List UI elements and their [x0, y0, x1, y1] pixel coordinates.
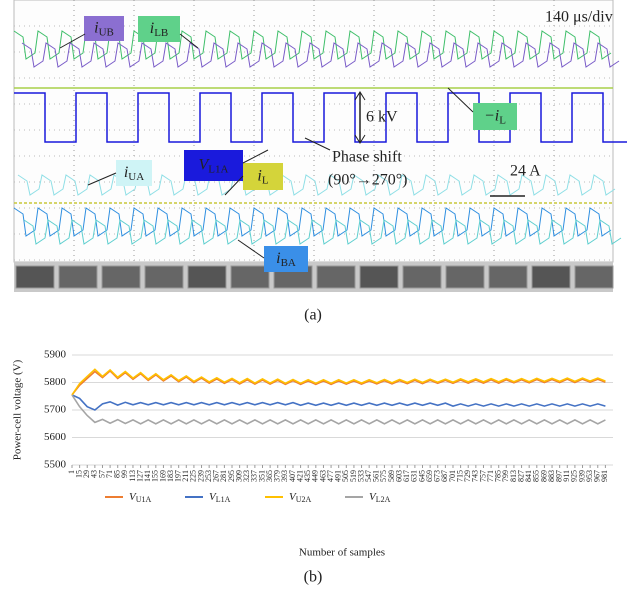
caption: (b) — [304, 569, 323, 586]
legend-label: VU2A — [289, 491, 312, 504]
y-axis-title: Power-cell voltage (V) — [12, 359, 24, 460]
label-subscript: UA — [128, 171, 144, 183]
status-cell — [532, 266, 570, 288]
legend-subscript: L2A — [376, 495, 391, 504]
legend-subscript: L1A — [216, 495, 231, 504]
x-axis-title: Number of samples — [299, 547, 385, 559]
y-tick-label: 5600 — [44, 431, 67, 443]
scope-note: (90°→270°) — [328, 172, 407, 189]
status-cell — [188, 266, 226, 288]
label-subscript: LB — [154, 27, 168, 39]
status-cell — [231, 266, 269, 288]
caption: (a) — [304, 307, 322, 324]
status-cell — [489, 266, 527, 288]
status-cell — [446, 266, 484, 288]
label-symbol: −i — [484, 107, 499, 124]
status-cell — [360, 266, 398, 288]
legend-subscript: U2A — [296, 495, 312, 504]
label-subscript: BA — [281, 257, 296, 269]
status-cell — [102, 266, 140, 288]
status-cell — [403, 266, 441, 288]
legend-subscript: U1A — [136, 495, 152, 504]
timebase: 140 μs/div — [545, 9, 613, 26]
scope-note: 24 A — [510, 163, 541, 180]
y-tick-label: 5700 — [44, 404, 67, 416]
status-cell — [59, 266, 97, 288]
status-cell — [16, 266, 54, 288]
line-chart: 5500560057005800590011529435771859911312… — [12, 349, 613, 586]
page: {"chart_data": [ {"type": "oscilloscope"… — [0, 0, 627, 592]
legend-label: VL1A — [209, 491, 231, 504]
status-cell — [145, 266, 183, 288]
y-tick-label: 5900 — [44, 349, 67, 361]
y-tick-label: 5800 — [44, 376, 67, 388]
scope-note: Phase shift — [332, 149, 402, 166]
legend-label: VL2A — [369, 491, 391, 504]
label-subscript: L1A — [208, 163, 228, 175]
series-line — [72, 395, 605, 410]
series-line — [72, 395, 605, 424]
status-cell — [317, 266, 355, 288]
x-tick-label: 981 — [600, 470, 609, 482]
label-subscript: UB — [99, 26, 114, 38]
label-subscript: L — [262, 174, 269, 186]
scope-note: 6 kV — [366, 109, 398, 126]
figure: 140 μs/diviUBiLB−iLVL1AiUAiLiBA6 kVPhase… — [0, 0, 627, 592]
label-subscript: L — [499, 114, 506, 126]
legend-label: VU1A — [129, 491, 152, 504]
status-cell — [575, 266, 613, 288]
y-tick-label: 5500 — [44, 459, 67, 471]
